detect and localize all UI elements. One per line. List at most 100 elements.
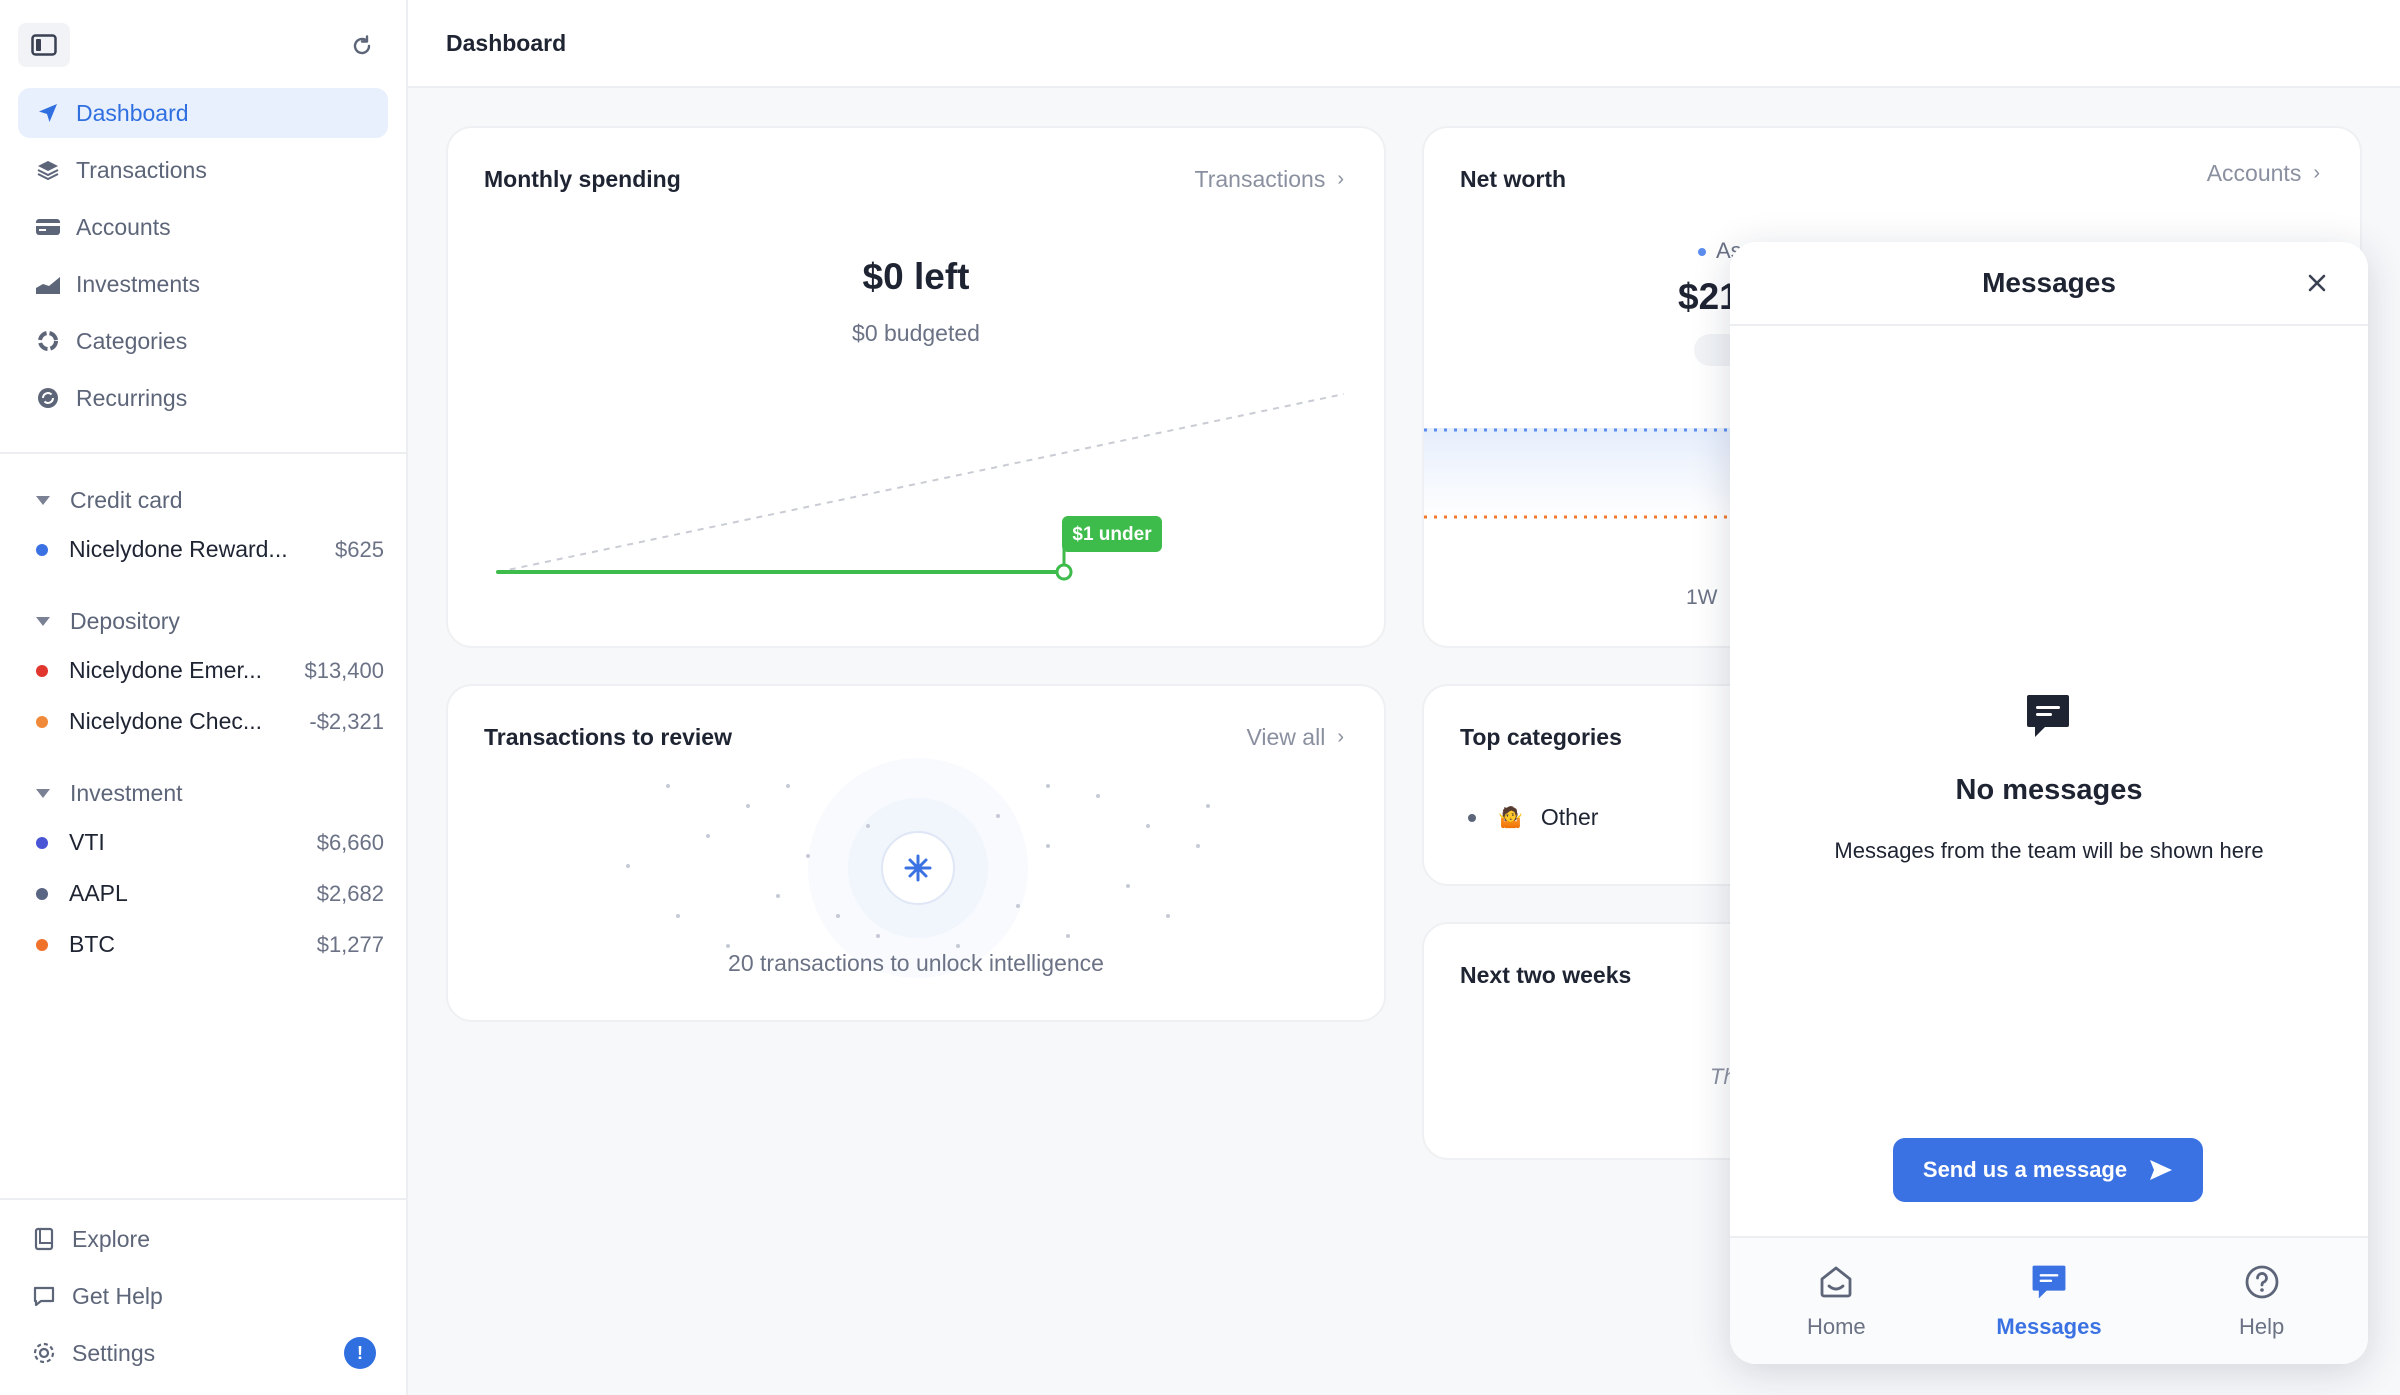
send-arrow-icon [2150, 1160, 2173, 1180]
transactions-link[interactable]: Transactions › [1195, 166, 1344, 193]
sidebar-top [0, 0, 406, 88]
tab-messages[interactable]: Messages [1943, 1238, 2156, 1364]
link-label: Transactions [1194, 166, 1326, 192]
collapse-triangle-icon [36, 495, 50, 505]
card-title: Net worth [1460, 166, 1567, 192]
account-color-dot [36, 938, 48, 951]
category-dot [1468, 813, 1476, 822]
spending-chart: $1 under [496, 393, 1345, 581]
account-row[interactable]: VTI $6,660 [36, 817, 384, 868]
empty-subtitle: Messages from the team will be shown her… [1834, 838, 2264, 863]
sparkle-icon [904, 854, 932, 882]
close-button[interactable] [2302, 268, 2332, 298]
nav-get-help[interactable]: Get Help [18, 1271, 388, 1321]
accounts-link[interactable]: Accounts › [2207, 160, 2320, 187]
nav-label: Accounts [76, 213, 171, 240]
nav-label: Transactions [76, 156, 207, 183]
collapse-triangle-icon [36, 788, 50, 798]
close-icon [2308, 274, 2326, 292]
nav-recurrings[interactable]: Recurrings [18, 373, 388, 423]
category-row[interactable]: 🤷 Other [1468, 804, 1598, 831]
nav-label: Dashboard [76, 99, 189, 126]
nav-accounts[interactable]: Accounts [18, 202, 388, 252]
net-worth-value: $21 [1678, 276, 1740, 317]
chat-bubble-icon [30, 1282, 58, 1310]
tab-label: Messages [1996, 1314, 2102, 1339]
spending-point [1055, 563, 1073, 581]
account-row[interactable]: Nicelydone Chec... -$2,321 [36, 696, 384, 747]
account-row[interactable]: BTC $1,277 [36, 919, 384, 970]
link-label: Accounts [2206, 160, 2302, 186]
tab-label: Home [1806, 1314, 1866, 1339]
gear-icon [30, 1339, 58, 1367]
group-header-credit-card[interactable]: Credit card [36, 476, 384, 524]
unlock-intelligence-message: 20 transactions to unlock intelligence [728, 950, 1104, 976]
empty-title: No messages [1955, 774, 2143, 806]
group-header-depository[interactable]: Depository [36, 597, 384, 645]
transactions-review-card: Transactions to review View all › 20 tra… [446, 684, 1386, 1022]
account-amount: $1,277 [316, 931, 384, 957]
nav-label: Investments [76, 270, 200, 297]
nav-label: Categories [76, 327, 188, 354]
group-label: Credit card [70, 486, 183, 513]
messages-title: Messages [1982, 267, 2116, 298]
nav-investments[interactable]: Investments [18, 259, 388, 309]
category-label: Other [1540, 804, 1599, 830]
nav-label: Settings [72, 1339, 156, 1366]
tab-home[interactable]: Home [1730, 1238, 1943, 1364]
message-bubble-icon [2027, 695, 2069, 737]
account-row[interactable]: AAPL $2,682 [36, 868, 384, 919]
settings-alert-badge: ! [344, 1337, 376, 1369]
nav-transactions[interactable]: Transactions [18, 145, 388, 195]
nav-label: Recurrings [76, 384, 188, 411]
amount-left: $0 left [862, 256, 970, 297]
account-name: AAPL [69, 880, 128, 906]
account-color-dot [36, 543, 48, 556]
messages-panel: Messages No messages Messages from the t… [1730, 242, 2368, 1364]
nav-label: Get Help [72, 1282, 163, 1309]
home-icon [1818, 1262, 1854, 1302]
budget-pace-line [497, 393, 1345, 573]
account-group-investment: Investment VTI $6,660 AAPL $2,682 BTC $1… [0, 769, 406, 970]
sidebar-toggle-icon [31, 34, 57, 56]
page-title: Dashboard [446, 29, 567, 56]
nav-settings[interactable]: Settings ! [18, 1328, 388, 1378]
account-name: Nicelydone Emer... [69, 657, 263, 683]
range-1w-button[interactable]: 1W [1686, 586, 1718, 609]
nav-label: Explore [72, 1225, 150, 1252]
send-button-label: Send us a message [1922, 1157, 2128, 1182]
account-row[interactable]: Nicelydone Reward... $625 [36, 524, 384, 575]
account-amount: $6,660 [316, 829, 384, 855]
account-color-dot [36, 836, 48, 849]
account-name: Nicelydone Chec... [69, 708, 263, 734]
group-header-investment[interactable]: Investment [36, 769, 384, 817]
legend-dot [1698, 248, 1706, 257]
recurring-icon [34, 384, 62, 412]
tab-help[interactable]: Help [2155, 1238, 2368, 1364]
account-amount: $13,400 [304, 657, 384, 683]
nav-dashboard[interactable]: Dashboard [18, 88, 388, 138]
send-message-button[interactable]: Send us a message [1893, 1138, 2203, 1202]
sidebar-toggle-button[interactable] [18, 23, 70, 67]
nav-categories[interactable]: Categories [18, 316, 388, 366]
monthly-spending-card: Monthly spending Transactions › $0 left … [446, 126, 1386, 648]
account-color-dot [36, 664, 48, 677]
refresh-button[interactable] [346, 30, 378, 62]
card-title: Transactions to review [484, 724, 732, 750]
account-amount: -$2,321 [309, 708, 384, 734]
account-amount: $625 [335, 536, 384, 562]
account-group-credit-card: Credit card Nicelydone Reward... $625 [0, 476, 406, 575]
credit-card-icon [34, 213, 62, 241]
refresh-icon [353, 35, 371, 55]
sidebar-divider [0, 452, 406, 454]
view-all-link[interactable]: View all › [1246, 724, 1344, 751]
messages-header: Messages [1730, 242, 2368, 326]
sidebar: Dashboard Transactions Accounts Investme… [0, 0, 408, 1395]
nav-explore[interactable]: Explore [18, 1214, 388, 1264]
card-title: Monthly spending [484, 166, 681, 192]
card-title: Top categories [1460, 724, 1622, 750]
account-row[interactable]: Nicelydone Emer... $13,400 [36, 645, 384, 696]
pie-icon [34, 327, 62, 355]
chevron-right-icon: › [2313, 162, 2320, 184]
account-amount: $2,682 [316, 880, 384, 906]
